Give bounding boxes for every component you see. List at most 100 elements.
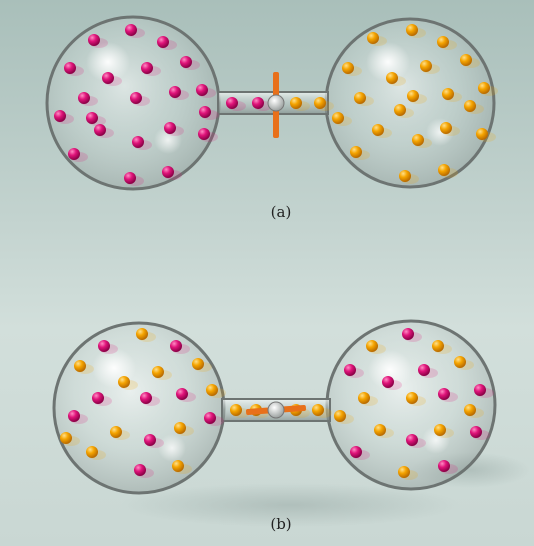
floor-shadow (120, 483, 460, 527)
magenta-particle (54, 110, 66, 122)
orange-particle (367, 32, 379, 44)
orange-particle (172, 460, 184, 472)
orange-particle (230, 404, 242, 416)
orange-particle (432, 340, 444, 352)
mixed-particles-b-left (60, 328, 226, 478)
valve-b (245, 401, 307, 419)
orange-particle (374, 424, 386, 436)
magenta-particle (226, 97, 238, 109)
orange-particle (366, 340, 378, 352)
magenta-particle (350, 446, 362, 458)
panel-a: (a) (45, 15, 498, 221)
orange-particle (420, 60, 432, 72)
orange-particle (354, 92, 366, 104)
magenta-particle (64, 62, 76, 74)
magenta-particle (169, 86, 181, 98)
orange-particle (464, 404, 476, 416)
magenta-particle (252, 97, 264, 109)
magenta-particle (157, 36, 169, 48)
magenta-particle (92, 392, 104, 404)
magenta-particle (198, 128, 210, 140)
orange-particle (334, 410, 346, 422)
orange-particle (332, 112, 344, 124)
magenta-particle (78, 92, 90, 104)
orange-particle (394, 104, 406, 116)
magenta-particle (176, 388, 188, 400)
orange-particle (350, 146, 362, 158)
orange-particle (118, 376, 130, 388)
orange-particle (406, 24, 418, 36)
magenta-particle (68, 148, 80, 160)
orange-particle (406, 392, 418, 404)
orange-particle (412, 134, 424, 146)
orange-particle (476, 128, 488, 140)
panel-b: (b) (52, 319, 530, 533)
magenta-particle (125, 24, 137, 36)
magenta-particle (438, 460, 450, 472)
right-bulb-a (324, 17, 496, 189)
magenta-particle (406, 434, 418, 446)
magenta-particle (132, 136, 144, 148)
magenta-particle (180, 56, 192, 68)
magenta-particle (140, 392, 152, 404)
magenta-particle (124, 172, 136, 184)
magenta-particle (196, 84, 208, 96)
magenta-particle (134, 464, 146, 476)
magenta-particle (102, 72, 114, 84)
orange-particle (460, 54, 472, 66)
orange-particle (434, 424, 446, 436)
orange-particle (136, 328, 148, 340)
magenta-particle (162, 166, 174, 178)
orange-particle (342, 62, 354, 74)
magenta-particle (344, 364, 356, 376)
magenta-particle (170, 340, 182, 352)
orange-particle (86, 446, 98, 458)
orange-particle (454, 356, 466, 368)
orange-particle (174, 422, 186, 434)
magenta-particle (94, 124, 106, 136)
orange-particle (74, 360, 86, 372)
orange-particle (192, 358, 204, 370)
magenta-particle (474, 384, 486, 396)
magenta-particle (144, 434, 156, 446)
magenta-particle (438, 388, 450, 400)
magenta-particle (68, 410, 80, 422)
orange-particle (290, 97, 302, 109)
magenta-particle (199, 106, 211, 118)
magenta-particle (98, 340, 110, 352)
magenta-particle (141, 62, 153, 74)
orange-particle (152, 366, 164, 378)
orange-particle (386, 72, 398, 84)
orange-particle (440, 122, 452, 134)
magenta-particle (130, 92, 142, 104)
magenta-particle (88, 34, 100, 46)
orange-particle (312, 404, 324, 416)
magenta-particle (470, 426, 482, 438)
magenta-particle (382, 376, 394, 388)
orange-particle (314, 97, 326, 109)
tube-particles-a (226, 97, 334, 111)
orange-particle (442, 88, 454, 100)
orange-particle (60, 432, 72, 444)
orange-particle (437, 36, 449, 48)
label-a: (a) (271, 203, 292, 221)
orange-particle (372, 124, 384, 136)
magenta-particles-a (54, 24, 219, 186)
mixed-particles-b-right (334, 328, 494, 480)
magenta-particle (418, 364, 430, 376)
orange-particle (407, 90, 419, 102)
orange-particle (206, 384, 218, 396)
magenta-particle (164, 122, 176, 134)
orange-particles-a (332, 24, 498, 184)
valve-a (267, 72, 285, 138)
orange-particle (438, 164, 450, 176)
orange-particle (358, 392, 370, 404)
orange-particle (399, 170, 411, 182)
magenta-particle (204, 412, 216, 424)
magenta-particle (86, 112, 98, 124)
orange-particle (478, 82, 490, 94)
label-b: (b) (270, 515, 291, 533)
magenta-particle (402, 328, 414, 340)
orange-particle (110, 426, 122, 438)
